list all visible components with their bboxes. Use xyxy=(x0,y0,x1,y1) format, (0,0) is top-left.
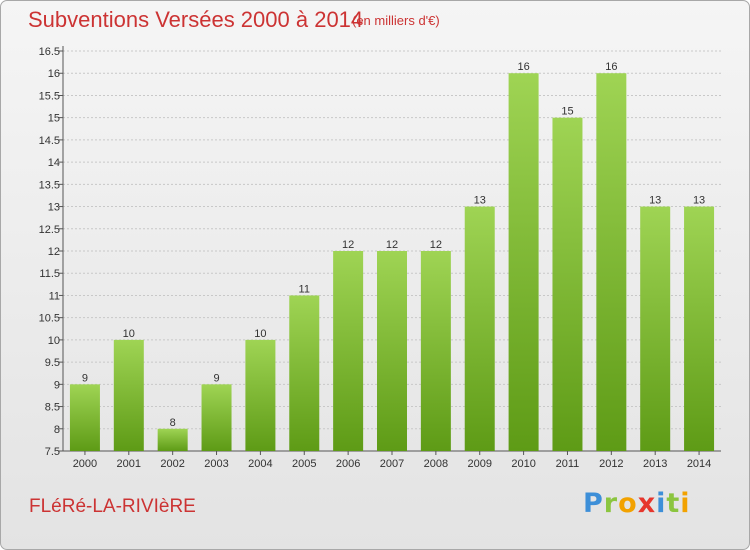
bar xyxy=(596,73,627,451)
data-label: 12 xyxy=(386,239,398,251)
data-label: 9 xyxy=(213,372,219,384)
y-tick-label: 15.5 xyxy=(39,90,60,102)
x-tick-label: 2013 xyxy=(643,458,667,470)
y-tick-label: 7.5 xyxy=(45,446,60,458)
y-tick-label: 12 xyxy=(48,246,60,258)
x-tick-label: 2001 xyxy=(117,458,141,470)
y-tick-label: 13.5 xyxy=(39,179,60,191)
x-tick-label: 2005 xyxy=(292,458,316,470)
data-label: 12 xyxy=(430,239,442,251)
x-tick-label: 2011 xyxy=(556,458,580,470)
data-label: 16 xyxy=(605,61,617,73)
x-tick-label: 2012 xyxy=(599,458,623,470)
labels: 7.5 8 8.5 9 9.5 10 10.5 11 11.5 12 12.5 13 13.5 14 14.… xyxy=(39,46,712,470)
chart-subtitle: (en milliers d'€) xyxy=(352,13,440,28)
data-label: 13 xyxy=(474,195,486,207)
x-tick-label: 2014 xyxy=(687,458,711,470)
proxiti-logo: Proxiti xyxy=(583,488,691,519)
bar xyxy=(333,251,364,451)
data-label: 13 xyxy=(693,195,705,207)
logo-letter: r xyxy=(603,488,619,519)
commune-name: FLéRé-LA-RIVIèRE xyxy=(29,496,196,517)
x-tick-label: 2009 xyxy=(467,458,491,470)
data-label: 15 xyxy=(561,106,573,118)
y-tick-label: 16.5 xyxy=(39,46,60,58)
y-tick-label: 8.5 xyxy=(45,402,60,414)
y-tick-label: 8 xyxy=(54,424,60,436)
y-tick-label: 12.5 xyxy=(39,224,60,236)
bar xyxy=(508,73,539,451)
y-tick-label: 15 xyxy=(48,113,60,125)
y-tick-label: 10.5 xyxy=(39,313,60,325)
y-tick-label: 13 xyxy=(48,202,60,214)
y-tick-label: 10 xyxy=(48,335,60,347)
data-label: 10 xyxy=(254,328,266,340)
x-tick-label: 2004 xyxy=(248,458,272,470)
logo-letter: t xyxy=(666,488,681,519)
logo-letter: i xyxy=(680,488,691,519)
x-tick-label: 2008 xyxy=(424,458,448,470)
logo-letter: o xyxy=(618,488,638,519)
data-label: 16 xyxy=(517,61,529,73)
y-tick-label: 9 xyxy=(54,379,60,391)
bar xyxy=(69,384,100,451)
bar xyxy=(245,339,276,451)
y-tick-label: 11 xyxy=(49,290,60,302)
y-tick-label: 14.5 xyxy=(39,135,60,147)
x-tick-label: 2000 xyxy=(73,458,97,470)
bar xyxy=(464,206,495,451)
y-tick-label: 16 xyxy=(48,68,60,80)
y-tick-label: 14 xyxy=(48,157,60,169)
bar xyxy=(157,428,188,451)
bar xyxy=(640,206,671,451)
bar xyxy=(113,339,144,451)
x-tick-label: 2006 xyxy=(336,458,360,470)
bar xyxy=(377,251,407,451)
data-label: 9 xyxy=(82,372,88,384)
x-tick-label: 2007 xyxy=(380,458,404,470)
logo-letter: i xyxy=(656,488,667,519)
logo-letter: x xyxy=(637,488,657,519)
logo-letter: P xyxy=(583,488,604,519)
bar xyxy=(552,117,583,452)
data-label: 10 xyxy=(123,328,135,340)
x-tick-label: 2010 xyxy=(511,458,535,470)
data-label: 13 xyxy=(649,195,661,207)
bar xyxy=(289,295,320,451)
data-label: 8 xyxy=(170,417,176,429)
bars xyxy=(69,73,715,452)
bar xyxy=(684,206,715,451)
data-label: 12 xyxy=(342,239,354,251)
x-tick-label: 2002 xyxy=(160,458,184,470)
x-tick-label: 2003 xyxy=(204,458,228,470)
bar xyxy=(420,251,451,451)
chart-title: Subventions Versées 2000 à 2014 xyxy=(28,7,364,32)
y-tick-label: 9.5 xyxy=(45,357,60,369)
data-label: 11 xyxy=(299,283,310,295)
bar xyxy=(201,384,232,451)
y-tick-label: 11.5 xyxy=(39,268,60,280)
